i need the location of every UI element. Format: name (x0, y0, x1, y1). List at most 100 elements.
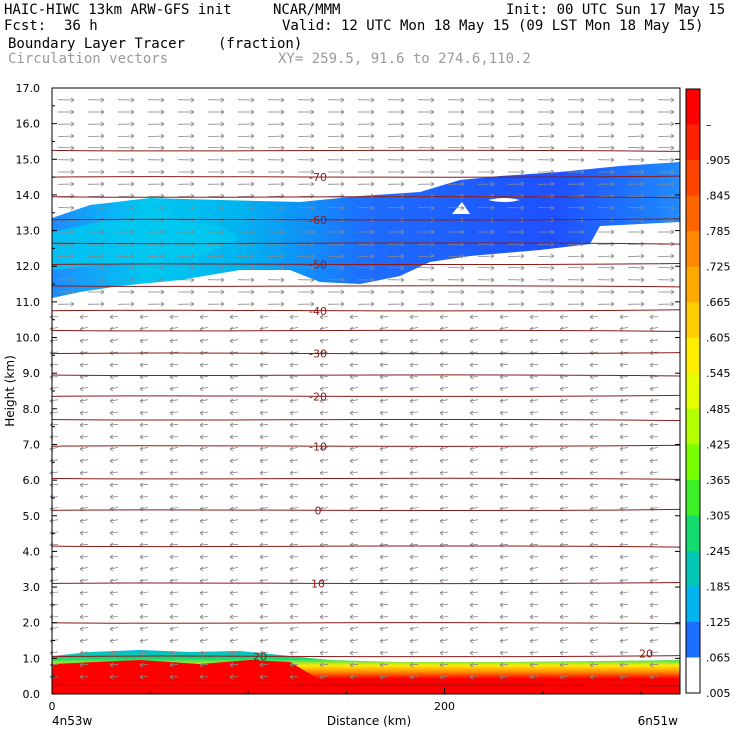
wind-vector (477, 253, 495, 259)
wind-vector (349, 614, 359, 620)
wind-vector (237, 265, 255, 271)
wind-vector (229, 338, 239, 344)
wind-vector (327, 133, 345, 139)
wind-vector (58, 289, 75, 295)
wind-vector (319, 458, 329, 464)
wind-vector (289, 674, 299, 680)
wind-vector (657, 133, 675, 139)
wind-vector (169, 614, 179, 620)
wind-vector (139, 494, 149, 500)
isotherm-line (51, 581, 681, 585)
wind-vector (289, 410, 299, 416)
wind-vector (409, 566, 419, 572)
wind-vector (358, 289, 375, 295)
wind-vector (169, 518, 179, 524)
wind-vector (529, 554, 539, 560)
wind-vector (529, 590, 539, 596)
wind-vector (237, 253, 255, 259)
wind-vector (79, 638, 89, 644)
wind-vector (619, 386, 629, 392)
wind-vector (567, 97, 585, 103)
wind-vector (208, 169, 225, 175)
colorbar: – .905 .845 .785 .725 .665 .605 .545 .485 .425 .36… (685, 88, 731, 700)
wind-vector (598, 169, 615, 175)
wind-vector (507, 253, 525, 259)
wind-vector (199, 530, 209, 536)
wind-vector (199, 314, 209, 320)
wind-vector (379, 566, 389, 572)
wind-vector (529, 350, 539, 356)
wind-vector (229, 566, 239, 572)
wind-vector (117, 205, 135, 211)
wind-vector (537, 301, 555, 307)
wind-vector (409, 674, 419, 680)
wind-vector (409, 494, 419, 500)
wind-vector (199, 338, 209, 344)
colorbar-label: .485 (706, 403, 731, 416)
y-tick-label: 2.0 (23, 617, 41, 630)
wind-vector (259, 518, 269, 524)
wind-vector (349, 590, 359, 596)
wind-vector (469, 638, 479, 644)
wind-vector (439, 566, 449, 572)
wind-vector (559, 614, 569, 620)
wind-vector (139, 434, 149, 440)
wind-vector (649, 518, 659, 524)
wind-vector (508, 289, 525, 295)
wind-vector (589, 446, 599, 452)
wind-vector (88, 169, 105, 175)
wind-vector (439, 614, 449, 620)
wind-vector (259, 482, 269, 488)
colorbar-swatch (686, 302, 700, 339)
wind-vector (267, 121, 285, 127)
wind-vector (349, 674, 359, 680)
wind-vector (79, 530, 89, 536)
x-axis-ticks: 0 200 (49, 688, 642, 713)
wind-vector (589, 662, 599, 668)
wind-vector (508, 229, 525, 235)
wind-vector (79, 674, 89, 680)
y-tick-label: 16.0 (16, 118, 41, 131)
wind-vector (297, 265, 315, 271)
wind-vector (109, 554, 119, 560)
wind-vector (87, 157, 105, 163)
wind-vector (229, 662, 239, 668)
wind-vector (49, 530, 59, 536)
wind-vector (177, 265, 195, 271)
wind-vector (109, 566, 119, 572)
wind-vector (57, 97, 75, 103)
wind-vector (57, 181, 75, 187)
wind-vector (147, 145, 165, 151)
wind-vector (379, 626, 389, 632)
wind-vector (79, 470, 89, 476)
wind-vector (649, 470, 659, 476)
wind-vector (139, 398, 149, 404)
wind-vector (619, 578, 629, 584)
wind-vector (567, 133, 585, 139)
wind-vector (379, 662, 389, 668)
wind-vector (649, 590, 659, 596)
wind-vector (469, 374, 479, 380)
wind-vector (229, 482, 239, 488)
wind-vector (177, 133, 195, 139)
wind-vector (469, 446, 479, 452)
isotherm-label: -40 (309, 305, 327, 318)
wind-vector (597, 145, 615, 151)
wind-vector (58, 169, 75, 175)
wind-vector (169, 434, 179, 440)
wind-vector (349, 446, 359, 452)
isotherm-label: -10 (309, 440, 327, 453)
wind-vector (169, 578, 179, 584)
wind-vector (657, 121, 675, 127)
wind-vector (357, 301, 375, 307)
wind-vector (139, 458, 149, 464)
wind-vector (507, 145, 525, 151)
wind-vector (289, 614, 299, 620)
wind-vector (559, 590, 569, 596)
wind-vector (567, 181, 585, 187)
colorbar-swatch (686, 266, 700, 303)
wind-vector (169, 590, 179, 596)
wind-vector (139, 554, 149, 560)
wind-vector (619, 410, 629, 416)
wind-vector (298, 109, 315, 115)
